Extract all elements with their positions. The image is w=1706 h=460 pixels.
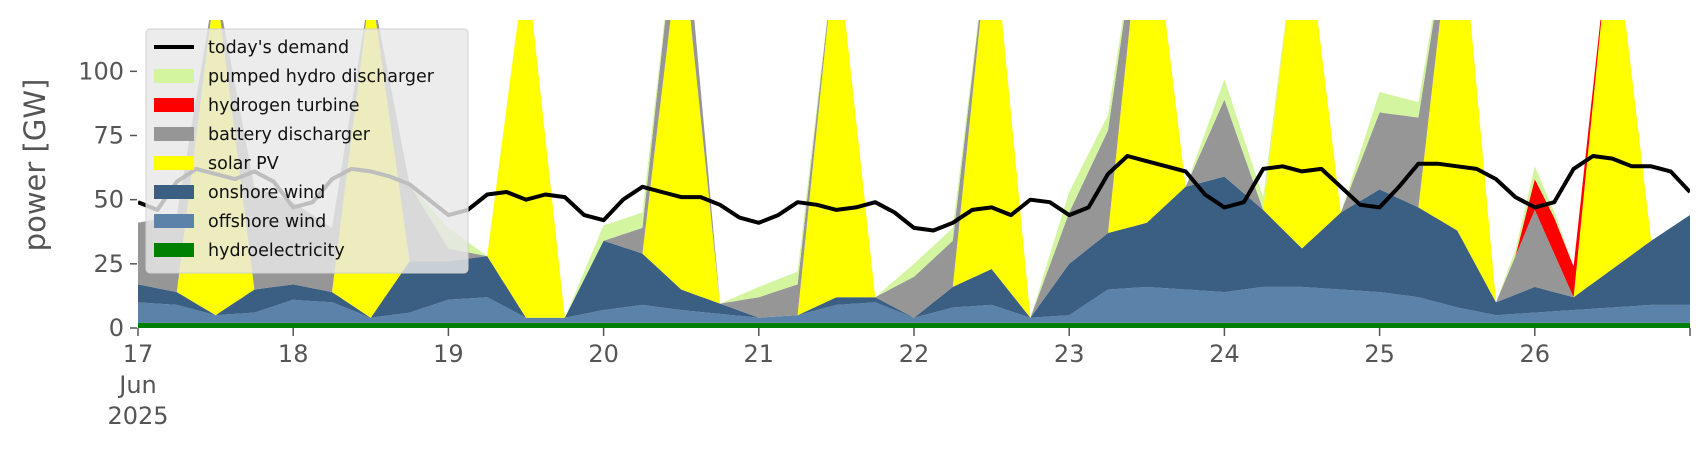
x-tick-label: 20 (588, 340, 619, 368)
y-tick-label: 0 (109, 314, 124, 342)
area-offshore-wind (138, 286, 1690, 323)
x-tick-label: 25 (1364, 340, 1395, 368)
x-tick-label: 18 (278, 340, 309, 368)
y-axis-title: power [GW] (18, 79, 52, 252)
stacked-areas (138, 20, 1690, 328)
x-tick-label: 21 (744, 340, 775, 368)
legend-label: battery discharger (208, 125, 371, 145)
legend-label: onshore wind (208, 183, 325, 203)
x-tick-label: 22 (899, 340, 930, 368)
legend: today's demand pumped hydro discharger hyd… (145, 28, 469, 274)
y-tick-label: 50 (93, 186, 124, 214)
y-tick-label: 100 (78, 57, 124, 85)
legend-swatch (154, 69, 194, 83)
legend-swatch (154, 98, 194, 112)
x-tick-label: 2025 (107, 402, 168, 430)
area-hydroelectricity (138, 322, 1690, 328)
legend-label: hydroelectricity (208, 241, 345, 261)
legend-label: pumped hydro discharger (208, 67, 435, 87)
x-tick-label: Jun (117, 371, 157, 399)
legend-box (145, 28, 469, 274)
x-tick-label: 24 (1209, 340, 1240, 368)
x-tick-label: 26 (1520, 340, 1551, 368)
legend-label: hydrogen turbine (208, 96, 360, 116)
area-onshore-wind (138, 176, 1690, 318)
legend-label: offshore wind (208, 212, 326, 232)
legend-label: solar PV (208, 154, 279, 174)
x-tick-label: 17 (123, 340, 154, 368)
axes: 0 25 50 75 100 17 Jun 2025 18 19 20 21 22 23 24 25 26 (78, 57, 1691, 430)
x-tick-label: 23 (1054, 340, 1085, 368)
area-solar-pv (138, 20, 1690, 318)
y-tick-label: 75 (93, 122, 124, 150)
legend-swatch (154, 243, 194, 257)
legend-swatch (154, 127, 194, 141)
legend-swatch (154, 214, 194, 228)
legend-swatch (154, 185, 194, 199)
legend-label: today's demand (208, 38, 349, 58)
area-battery-discharger (138, 20, 1690, 318)
y-tick-label: 25 (93, 250, 124, 278)
legend-swatch (154, 156, 194, 170)
x-tick-label: 19 (433, 340, 464, 368)
